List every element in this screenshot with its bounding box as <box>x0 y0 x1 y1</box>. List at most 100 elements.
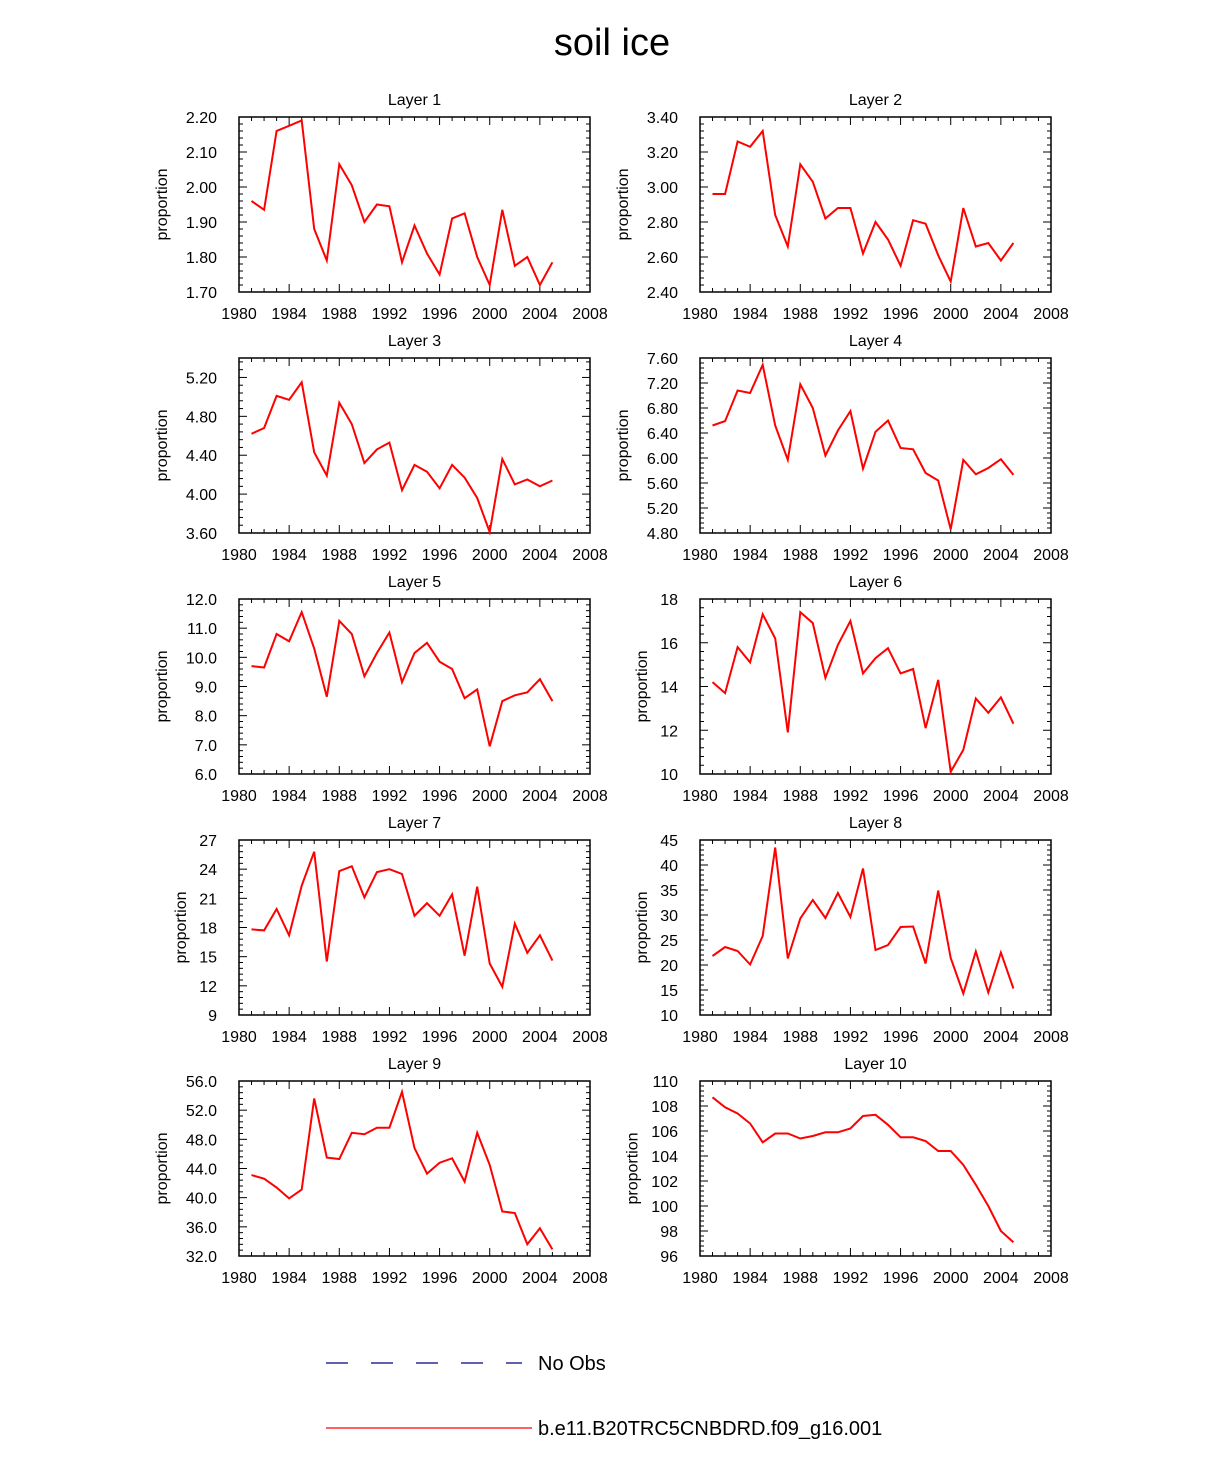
x-tick-label: 2000 <box>933 306 969 323</box>
x-tick-label: 1992 <box>833 1270 869 1287</box>
y-tick-label: 2.20 <box>186 110 217 127</box>
y-tick-label: 1.80 <box>186 250 217 267</box>
panel-title: Layer 4 <box>849 333 902 350</box>
y-tick-label: 102 <box>651 1174 678 1191</box>
x-tick-label: 1988 <box>321 1270 357 1287</box>
x-tick-label: 1980 <box>221 547 257 564</box>
y-tick-label: 7.20 <box>647 376 678 393</box>
x-tick-label: 2004 <box>522 1270 558 1287</box>
y-tick-label: 110 <box>652 1074 678 1091</box>
series-line <box>712 361 1015 530</box>
panel-title: Layer 6 <box>849 574 902 591</box>
series-line <box>250 119 554 289</box>
y-tick-label: 108 <box>651 1099 678 1116</box>
panel-title: Layer 10 <box>844 1056 906 1073</box>
y-tick-label: 7.0 <box>195 738 217 755</box>
series-line <box>711 1096 1015 1244</box>
panel-layer-1: Layer 1 1980 1984 1988 1992 1996 2000 2004 2008 1… <box>154 92 608 323</box>
legend: No Obs b.e11.B20TRC5CNBDRD.f09_g16.001 <box>326 1353 882 1440</box>
x-tick-label: 2004 <box>522 547 558 564</box>
y-tick-label: 8.0 <box>195 709 217 726</box>
y-tick-label: 4.80 <box>186 409 217 426</box>
panel-layer-9: Layer 9 1980 1984 1988 1992 1996 2000 2004 2008 3… <box>154 1056 608 1287</box>
y-axis-label: proportion <box>154 1132 171 1204</box>
x-tick-label: 1992 <box>833 306 869 323</box>
y-tick-label: 2.00 <box>186 180 217 197</box>
y-tick-label: 20 <box>660 958 678 975</box>
y-tick-label: 11.0 <box>187 621 217 638</box>
x-tick-label: 1988 <box>321 306 357 323</box>
x-tick-label: 1992 <box>372 1029 408 1046</box>
x-tick-label: 1996 <box>422 306 458 323</box>
y-tick-label: 4.40 <box>186 448 217 465</box>
x-tick-label: 2004 <box>983 788 1019 805</box>
y-tick-label: 48.0 <box>186 1132 217 1149</box>
legend-label: b.e11.B20TRC5CNBDRD.f09_g16.001 <box>538 1418 882 1440</box>
x-tick-label: 1992 <box>833 1029 869 1046</box>
panel-layer-3: Layer 3 1980 1984 1988 1992 1996 2000 2004 2008 3… <box>154 333 608 564</box>
y-tick-label: 35 <box>660 883 678 900</box>
y-axis-label: proportion <box>615 168 632 240</box>
x-tick-label: 1988 <box>321 1029 357 1046</box>
y-axis-label: proportion <box>154 409 171 481</box>
x-tick-label: 2008 <box>1033 547 1069 564</box>
y-tick-label: 12 <box>199 979 217 996</box>
y-tick-label: 6.40 <box>647 426 678 443</box>
panel-title: Layer 5 <box>388 574 441 591</box>
x-tick-label: 1984 <box>732 1270 768 1287</box>
x-tick-label: 1996 <box>883 1270 919 1287</box>
x-tick-label: 2004 <box>983 1029 1019 1046</box>
x-tick-label: 2000 <box>472 788 508 805</box>
panel-title: Layer 9 <box>388 1056 441 1073</box>
plot-frame <box>238 598 591 775</box>
x-tick-label: 2000 <box>472 547 508 564</box>
x-tick-label: 2008 <box>1033 306 1069 323</box>
y-tick-label: 2.10 <box>186 145 217 162</box>
y-tick-label: 3.40 <box>647 110 678 127</box>
panel-layer-2: Layer 2 1980 1984 1988 1992 1996 2000 2004 2008 2… <box>615 92 1069 323</box>
panel-title: Layer 3 <box>388 333 441 350</box>
x-tick-label: 1992 <box>372 306 408 323</box>
y-tick-label: 15 <box>660 983 678 1000</box>
plot-frame <box>238 1080 591 1257</box>
y-tick-label: 3.20 <box>647 145 678 162</box>
y-tick-label: 6.00 <box>647 451 678 468</box>
x-tick-label: 1980 <box>221 788 257 805</box>
panel-layer-7: Layer 7 1980 1984 1988 1992 1996 2000 2004 2008 9… <box>173 815 608 1046</box>
panel-layer-10: Layer 10 1980 1984 1988 1992 1996 2000 2004 2008… <box>625 1056 1069 1287</box>
x-tick-label: 2008 <box>572 547 608 564</box>
y-tick-label: 5.20 <box>186 370 217 387</box>
y-tick-label: 18 <box>199 921 217 938</box>
x-tick-label: 1996 <box>422 788 458 805</box>
panel-layer-6: Layer 6 1980 1984 1988 1992 1996 2000 2004 2008 1… <box>634 574 1069 805</box>
x-tick-label: 1980 <box>682 1029 718 1046</box>
x-tick-label: 1984 <box>732 306 768 323</box>
y-tick-label: 1.90 <box>186 215 217 232</box>
x-tick-label: 1980 <box>682 306 718 323</box>
y-tick-label: 18 <box>660 592 678 609</box>
x-tick-label: 1984 <box>271 1029 307 1046</box>
x-tick-label: 1980 <box>682 547 718 564</box>
y-axis-label: proportion <box>625 1132 642 1204</box>
y-tick-label: 52.0 <box>186 1103 217 1120</box>
y-tick-label: 12.0 <box>186 592 217 609</box>
x-tick-label: 1996 <box>422 1029 458 1046</box>
x-tick-label: 2004 <box>522 306 558 323</box>
y-tick-label: 10 <box>660 1008 678 1025</box>
x-tick-label: 1988 <box>782 1029 818 1046</box>
y-tick-label: 9.0 <box>195 680 217 697</box>
y-axis-label: proportion <box>634 891 651 963</box>
y-tick-label: 106 <box>651 1124 678 1141</box>
y-tick-label: 2.80 <box>647 215 678 232</box>
y-tick-label: 56.0 <box>186 1074 217 1091</box>
panel-layer-8: Layer 8 1980 1984 1988 1992 1996 2000 2004 2008 1… <box>634 815 1069 1046</box>
series-line <box>711 610 1015 775</box>
x-tick-label: 2000 <box>933 547 969 564</box>
x-tick-label: 2008 <box>1033 1270 1069 1287</box>
y-tick-label: 36.0 <box>186 1220 217 1237</box>
y-tick-label: 12 <box>660 723 678 740</box>
y-tick-label: 30 <box>660 908 678 925</box>
plot-frame <box>238 357 591 534</box>
y-axis-label: proportion <box>154 650 171 722</box>
